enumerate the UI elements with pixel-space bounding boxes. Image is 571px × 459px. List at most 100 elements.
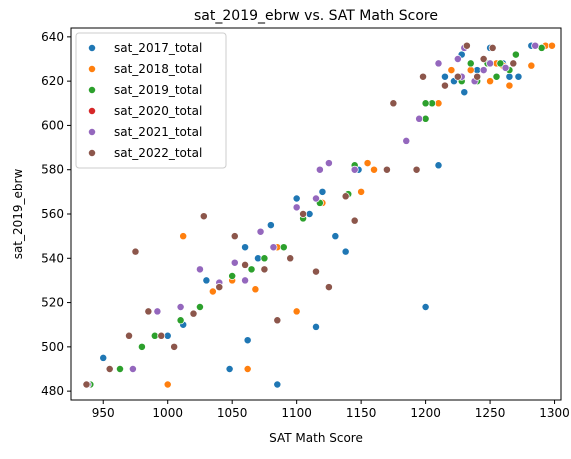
data-point xyxy=(241,276,250,285)
x-axis-ticks: 950 1000 1050 1100 1150 1200 1250 1300 xyxy=(92,400,570,420)
data-point xyxy=(415,114,424,123)
y-tick-label: 600 xyxy=(41,118,64,132)
data-point xyxy=(137,342,146,351)
data-point xyxy=(505,72,514,81)
data-points xyxy=(82,41,556,389)
data-point xyxy=(350,165,359,174)
x-tick-label: 1300 xyxy=(539,406,570,420)
data-point xyxy=(82,380,91,389)
legend-marker xyxy=(88,149,96,157)
data-point xyxy=(509,59,518,68)
data-point xyxy=(363,159,372,168)
chart-title: sat_2019_ebrw vs. SAT Math Score xyxy=(194,8,438,24)
data-point xyxy=(331,232,340,241)
data-point xyxy=(419,72,427,81)
legend-marker xyxy=(88,86,96,94)
data-point xyxy=(176,316,185,325)
data-point xyxy=(243,365,252,373)
data-point xyxy=(228,272,237,280)
data-point xyxy=(315,165,324,174)
data-point xyxy=(241,260,250,269)
data-point xyxy=(312,194,320,203)
legend-box xyxy=(75,32,227,169)
data-point xyxy=(312,267,320,276)
data-point xyxy=(434,59,443,68)
x-tick-label: 1050 xyxy=(217,406,248,420)
data-point xyxy=(215,283,224,292)
legend: sat_2017_total sat_2018_total sat_2019_tot… xyxy=(75,32,227,169)
data-point xyxy=(350,216,359,225)
data-point xyxy=(440,81,449,90)
data-point xyxy=(496,59,505,68)
data-point xyxy=(460,88,469,97)
data-point xyxy=(230,258,239,267)
y-tick-label: 620 xyxy=(41,74,64,88)
x-tick-label: 1150 xyxy=(346,406,377,420)
data-point xyxy=(488,43,497,52)
x-tick-label: 1100 xyxy=(281,406,312,420)
data-point xyxy=(421,303,430,311)
y-axis-label: sat_2019_ebrw xyxy=(11,169,25,260)
data-point xyxy=(447,66,456,75)
data-point xyxy=(299,210,308,218)
data-point xyxy=(486,77,495,86)
data-point xyxy=(292,203,301,212)
data-point xyxy=(382,165,391,174)
data-point xyxy=(341,247,350,256)
data-point xyxy=(144,307,153,316)
data-point xyxy=(273,380,282,389)
data-point xyxy=(357,187,366,196)
legend-label: sat_2021_total xyxy=(114,125,202,139)
data-point xyxy=(453,55,462,63)
y-tick-label: 540 xyxy=(41,251,64,265)
data-point xyxy=(440,72,449,81)
y-tick-label: 580 xyxy=(41,163,64,177)
data-point xyxy=(324,283,333,292)
data-point xyxy=(479,66,488,75)
data-point xyxy=(412,165,421,174)
series-sat_2022_total xyxy=(82,41,518,389)
data-point xyxy=(256,227,265,236)
data-point xyxy=(548,41,556,50)
y-tick-label: 500 xyxy=(41,340,64,354)
data-point xyxy=(195,265,204,274)
data-point xyxy=(473,72,482,81)
data-point xyxy=(243,336,252,345)
data-point xyxy=(318,187,327,196)
data-point xyxy=(434,161,443,170)
data-point xyxy=(402,136,411,145)
legend-marker xyxy=(88,107,96,115)
data-point xyxy=(199,212,208,221)
data-point xyxy=(202,276,211,285)
data-point xyxy=(128,365,137,373)
data-point xyxy=(505,81,514,90)
data-point xyxy=(176,303,185,311)
data-point xyxy=(153,307,162,316)
data-point xyxy=(131,247,140,256)
data-point xyxy=(269,243,278,252)
data-point xyxy=(324,159,333,168)
data-point xyxy=(421,99,430,108)
data-point xyxy=(466,59,475,68)
data-point xyxy=(279,243,288,252)
data-point xyxy=(479,55,488,63)
data-point xyxy=(251,285,260,294)
data-point xyxy=(208,287,217,296)
data-point xyxy=(105,365,114,373)
y-tick-label: 640 xyxy=(41,30,64,44)
data-point xyxy=(389,99,398,108)
legend-label: sat_2020_total xyxy=(114,104,202,118)
data-point xyxy=(260,254,269,263)
data-point xyxy=(292,194,301,203)
data-point xyxy=(370,165,378,174)
data-point xyxy=(260,265,269,274)
data-point xyxy=(116,365,124,373)
data-point xyxy=(125,331,133,340)
data-point xyxy=(230,232,239,241)
legend-label: sat_2019_total xyxy=(114,83,202,97)
legend-marker xyxy=(88,128,96,136)
data-point xyxy=(453,72,462,81)
legend-label: sat_2017_total xyxy=(114,41,202,55)
data-point xyxy=(462,41,471,50)
